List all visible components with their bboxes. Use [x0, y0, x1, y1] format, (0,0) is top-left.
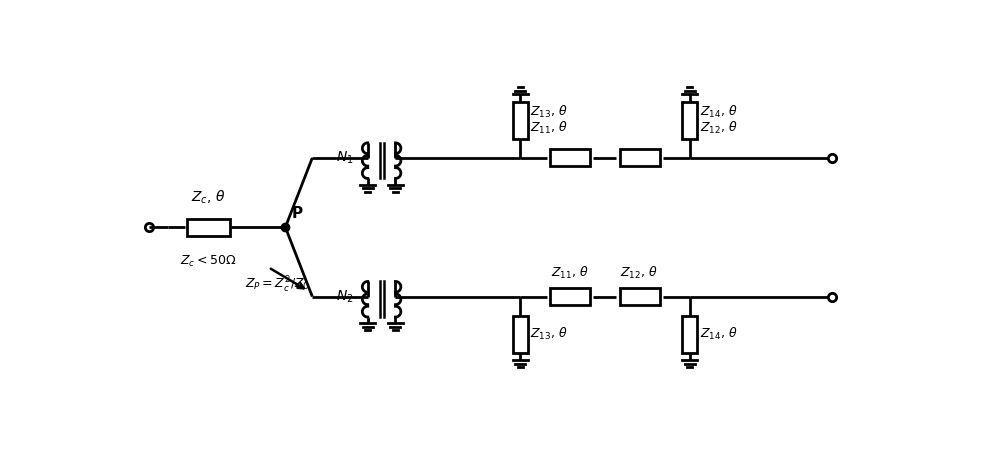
- Text: $Z_{13},\,\theta$: $Z_{13},\,\theta$: [530, 104, 568, 120]
- Text: $Z_P = Z_c^2/Z_0$: $Z_P = Z_c^2/Z_0$: [245, 275, 310, 295]
- Text: $Z_c < 50\Omega$: $Z_c < 50\Omega$: [180, 254, 237, 269]
- Bar: [550, 288, 590, 305]
- Text: $Z_{14},\,\theta$: $Z_{14},\,\theta$: [700, 326, 738, 342]
- Text: $Z_c,\,\theta$: $Z_c,\,\theta$: [191, 189, 226, 207]
- Bar: [512, 316, 528, 353]
- Text: $N_2$: $N_2$: [336, 288, 354, 305]
- Text: $Z_{12},\,\theta$: $Z_{12},\,\theta$: [700, 120, 738, 136]
- Bar: [620, 288, 660, 305]
- Bar: [682, 102, 697, 139]
- Text: $Z_{12},\,\theta$: $Z_{12},\,\theta$: [620, 265, 659, 281]
- Text: $N_1$: $N_1$: [336, 150, 354, 166]
- Bar: [187, 219, 230, 236]
- Text: $\mathbf{P}$: $\mathbf{P}$: [291, 205, 303, 221]
- Bar: [682, 316, 697, 353]
- Bar: [620, 149, 660, 166]
- Bar: [512, 102, 528, 139]
- Text: $Z_{11},\,\theta$: $Z_{11},\,\theta$: [530, 120, 568, 136]
- Text: $Z_{13},\,\theta$: $Z_{13},\,\theta$: [530, 326, 568, 342]
- Bar: [550, 149, 590, 166]
- Text: $Z_{14},\,\theta$: $Z_{14},\,\theta$: [700, 104, 738, 120]
- Text: $Z_{11},\,\theta$: $Z_{11},\,\theta$: [551, 265, 589, 281]
